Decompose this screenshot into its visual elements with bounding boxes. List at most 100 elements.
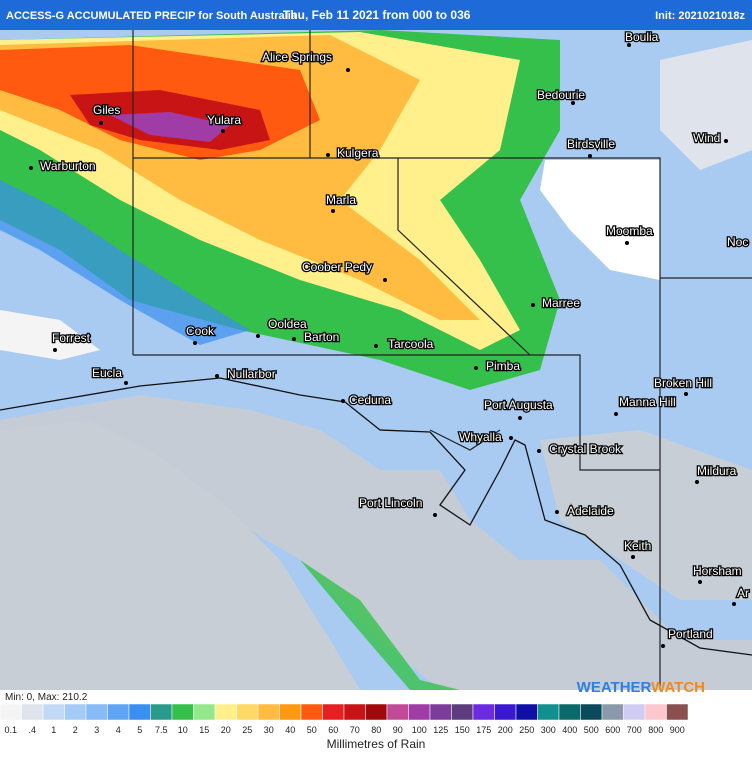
legend-label: .4 <box>28 725 36 735</box>
legend-swatch <box>537 703 560 721</box>
place-label: Coober Pedy <box>302 260 372 274</box>
legend-swatch <box>236 703 259 721</box>
place-label: Moomba <box>606 224 653 238</box>
place-label: Portland <box>668 627 713 641</box>
legend-swatch <box>279 703 302 721</box>
legend-label: 80 <box>371 725 381 735</box>
legend-label: 0.1 <box>4 725 17 735</box>
place-labels: Boulia Alice Springs Bedourie Giles Yulara Wi… <box>29 29 750 648</box>
dry-area <box>0 420 360 690</box>
place-dot <box>193 341 197 345</box>
legend-swatch <box>623 703 646 721</box>
place-label: Ar <box>737 586 749 600</box>
legend-label: 150 <box>455 725 470 735</box>
place-label: Whyalla <box>459 430 502 444</box>
legend-swatch <box>558 703 581 721</box>
place-dot <box>341 399 345 403</box>
place-label: Giles <box>93 103 120 117</box>
legend-label: 400 <box>562 725 577 735</box>
place-dot <box>53 348 57 352</box>
place-dot <box>326 153 330 157</box>
place-label: Crystal Brook <box>549 442 622 456</box>
watermark: WEATHERWATCH <box>577 679 705 696</box>
dry-area <box>540 430 752 600</box>
legend-label: 500 <box>584 725 599 735</box>
place-dot <box>555 510 559 514</box>
legend-label: 3 <box>94 725 99 735</box>
place-dot <box>99 121 103 125</box>
legend-label: 100 <box>412 725 427 735</box>
legend-swatch <box>580 703 603 721</box>
legend-label: 25 <box>242 725 252 735</box>
legend-label: 800 <box>648 725 663 735</box>
place-dot <box>588 154 592 158</box>
place-dot <box>729 242 733 246</box>
dry-area <box>540 160 660 280</box>
rain-band <box>110 112 230 142</box>
place-dot <box>627 43 631 47</box>
legend-swatch <box>171 703 194 721</box>
legend-swatch <box>150 703 173 721</box>
dry-area <box>660 40 752 170</box>
place-dot <box>695 480 699 484</box>
legend-label: 600 <box>605 725 620 735</box>
legend-swatch <box>85 703 108 721</box>
legend-swatch <box>64 703 87 721</box>
dry-area <box>0 310 100 360</box>
place-label: Barton <box>304 330 339 344</box>
legend-swatch <box>515 703 538 721</box>
place-dot <box>374 344 378 348</box>
place-label: Mildura <box>697 464 737 478</box>
legend-swatch <box>42 703 65 721</box>
legend-label: 90 <box>393 725 403 735</box>
place-label: Port Augusta <box>484 398 553 412</box>
place-dot <box>509 436 513 440</box>
place-label: Cook <box>186 324 215 338</box>
place-label: Horsham <box>693 564 742 578</box>
legend-swatch <box>601 703 624 721</box>
coastline <box>0 377 752 656</box>
legend-label: 7.5 <box>155 725 168 735</box>
place-dot <box>698 580 702 584</box>
legend-swatch <box>193 703 216 721</box>
legend-swatch <box>300 703 323 721</box>
place-dot <box>614 412 618 416</box>
place-label: Keith <box>624 539 651 553</box>
place-label: Pimba <box>486 359 520 373</box>
legend-label: 1 <box>51 725 56 735</box>
place-label: Port Lincoln <box>359 496 422 510</box>
place-dot <box>221 129 225 133</box>
place-dot <box>346 68 350 72</box>
legend-label: 10 <box>178 725 188 735</box>
place-dot <box>292 337 296 341</box>
place-dot <box>29 166 33 170</box>
stats: Min: 0, Max: 210.2 <box>5 692 88 703</box>
place-dot <box>331 209 335 213</box>
legend-label: 700 <box>627 725 642 735</box>
legend-label: 250 <box>519 725 534 735</box>
place-label: Noc <box>727 235 748 249</box>
place-dot <box>724 139 728 143</box>
legend-title: Millimetres of Rain <box>327 737 426 751</box>
place-label: Adelaide <box>567 504 614 518</box>
place-dot <box>124 381 128 385</box>
legend-swatch <box>214 703 237 721</box>
legend-swatch <box>322 703 345 721</box>
place-label: Forrest <box>52 331 91 345</box>
legend-swatch <box>343 703 366 721</box>
legend-swatch <box>21 703 44 721</box>
place-dot <box>625 241 629 245</box>
place-label: Broken Hill <box>654 376 712 390</box>
period: Thu, Feb 11 2021 from 000 to 036 <box>283 8 471 22</box>
legend-label: 70 <box>350 725 360 735</box>
legend-label: 300 <box>541 725 556 735</box>
legend-swatch <box>257 703 280 721</box>
watermark-part: WEATHER <box>577 679 652 696</box>
legend-swatch <box>644 703 667 721</box>
place-label: Yulara <box>207 113 241 127</box>
place-dot <box>383 278 387 282</box>
state-border <box>132 30 752 690</box>
place-label: Wind <box>693 131 720 145</box>
legend-label: 40 <box>285 725 295 735</box>
legend-label: 200 <box>498 725 513 735</box>
